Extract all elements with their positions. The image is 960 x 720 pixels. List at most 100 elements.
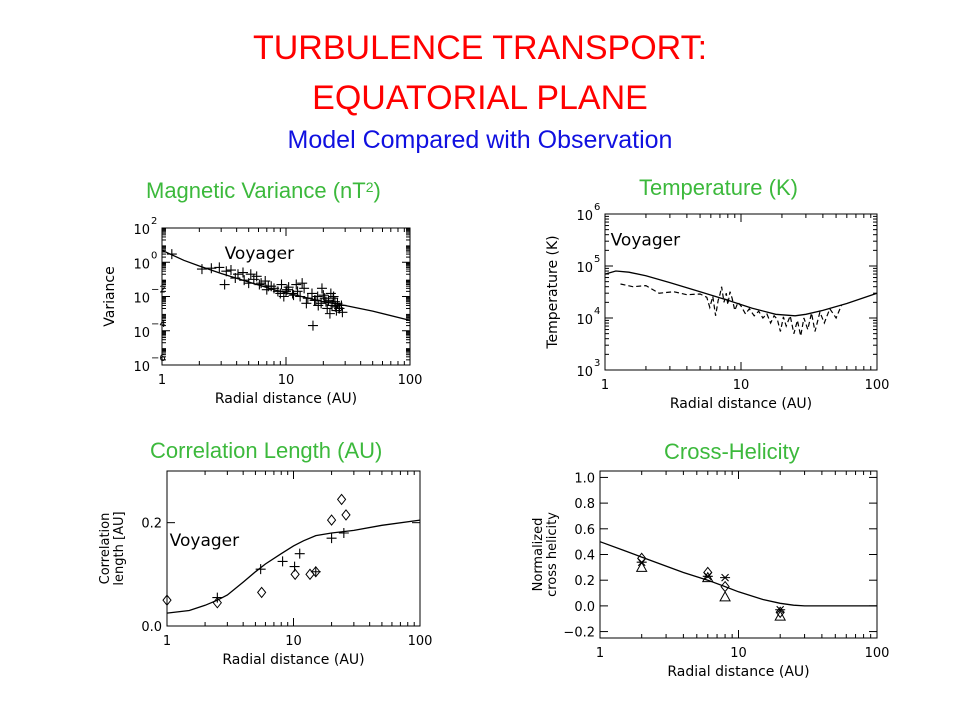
data-point-plus — [337, 307, 348, 318]
x-tick-label: 1 — [596, 646, 604, 661]
data-point-plus — [301, 298, 312, 309]
data-point-plus — [196, 264, 207, 275]
x-tick-label: 100 — [408, 634, 433, 649]
page-subtitle: Model Compared with Observation — [287, 126, 673, 154]
data-point-triangle — [701, 571, 714, 583]
data-point-plus — [322, 303, 333, 314]
x-tick-label: 100 — [398, 373, 423, 388]
data-point-plus — [283, 282, 294, 293]
data-point-plus — [289, 561, 300, 572]
data-point-plus — [230, 273, 241, 284]
data-point-plus — [225, 265, 236, 276]
data-point-plus — [256, 278, 267, 289]
data-point-plus — [328, 291, 339, 302]
y-axis-label: Correlation — [98, 513, 113, 585]
y-tick-label: 10 — [133, 257, 150, 272]
x-tick-label: 10 — [278, 373, 295, 388]
data-point-plus — [338, 528, 349, 538]
voyager-annotation: Voyager — [225, 244, 294, 264]
y-tick-label: 10 — [133, 326, 150, 341]
page-title-line2: EQUATORIAL PLANE — [312, 79, 648, 117]
plot-frame — [599, 470, 878, 639]
data-point-plus — [214, 262, 225, 273]
y-tick-label: 10 — [576, 209, 593, 224]
data-point-plus — [282, 284, 293, 295]
cross-helicity-chart: 1 10 100 −0.2 0.0 0.2 0.4 0.6 0.8 1.0 Radial dista… — [531, 470, 890, 680]
data-point-plus — [297, 278, 308, 289]
y-axis-label: Normalized — [531, 518, 546, 592]
y-tick-exponent: 2 — [151, 216, 157, 227]
data-point-star — [636, 558, 647, 567]
y-tick-label: 0.2 — [574, 574, 595, 589]
x-tick-label: 1 — [163, 634, 171, 649]
data-point-diamond — [212, 596, 222, 609]
variance-panel-title: Magnetic Variance (nT2) — [146, 178, 381, 203]
data-point-plus — [287, 288, 298, 299]
data-point-plus — [276, 279, 287, 290]
data-point-plus — [292, 286, 303, 297]
data-point-plus — [299, 283, 310, 294]
y-tick-label: 10 — [576, 313, 593, 328]
data-point-plus — [266, 281, 277, 292]
data-point-plus — [206, 263, 217, 274]
data-point-plus — [326, 533, 337, 544]
x-tick-label: 100 — [865, 646, 890, 661]
voyager-annotation: Voyager — [170, 531, 239, 551]
model-curve — [599, 541, 877, 607]
data-point-star — [775, 605, 786, 614]
data-point-triangle — [774, 610, 787, 621]
x-tick-label: 100 — [865, 378, 890, 393]
data-point-plus — [281, 286, 291, 297]
y-tick-exponent: 4 — [594, 306, 600, 317]
y-axis-label: length [AU] — [112, 511, 127, 585]
correlation-length-chart: 1 10 100 0.0 0.2 Radial distance (AU) Correlat… — [98, 470, 433, 668]
y-tick-label: 0.6 — [574, 523, 595, 538]
y-tick-label: 0.0 — [574, 600, 595, 615]
page-title-line1: TURBULENCE TRANSPORT: — [252, 29, 708, 67]
data-point-plus — [307, 320, 318, 331]
y-axis-label: cross helicity — [545, 512, 560, 597]
data-point-plus — [291, 279, 302, 290]
data-point-diamond — [326, 514, 337, 526]
model-curve — [604, 270, 878, 317]
data-point-diamond — [162, 594, 172, 606]
data-point-plus — [320, 296, 331, 307]
temperature-panel-title: Temperature (K) — [639, 175, 798, 200]
data-point-plus — [237, 267, 248, 278]
data-point-plus — [323, 295, 334, 306]
data-point-diamond — [341, 509, 351, 521]
x-tick-label: 10 — [733, 378, 750, 393]
y-tick-label: 0.4 — [574, 549, 595, 564]
x-tick-label: 10 — [730, 646, 747, 661]
y-tick-label: 10 — [133, 360, 150, 375]
data-point-plus — [310, 566, 321, 577]
data-point-plus — [254, 279, 265, 290]
y-tick-label: 10 — [576, 365, 593, 380]
data-point-diamond — [290, 568, 300, 581]
y-tick-label: −0.2 — [563, 626, 595, 641]
data-point-diamond — [257, 586, 267, 599]
x-axis-label: Radial distance (AU) — [667, 664, 809, 680]
data-point-plus — [295, 291, 306, 302]
data-point-diamond — [775, 606, 785, 619]
y-tick-label: 0.2 — [141, 517, 162, 532]
y-tick-label: 10 — [133, 292, 150, 307]
data-point-star — [702, 572, 713, 581]
data-point-plus — [255, 564, 266, 575]
y-tick-exponent: −6 — [151, 353, 166, 364]
data-point-diamond — [336, 493, 347, 506]
data-point-plus — [245, 269, 256, 280]
model-curve — [166, 519, 421, 614]
y-tick-exponent: 5 — [594, 254, 600, 265]
y-tick-exponent: 6 — [594, 202, 600, 213]
y-tick-exponent: −4 — [151, 319, 166, 330]
data-point-plus — [294, 548, 305, 559]
y-axis-label: Temperature (K) — [545, 235, 561, 349]
y-tick-label: 10 — [133, 223, 150, 238]
data-point-diamond — [703, 566, 713, 579]
correlation-panel-title: Correlation Length (AU) — [150, 438, 383, 463]
data-point-plus — [302, 293, 313, 304]
data-point-plus — [219, 279, 230, 290]
x-axis-label: Radial distance (AU) — [215, 391, 357, 407]
